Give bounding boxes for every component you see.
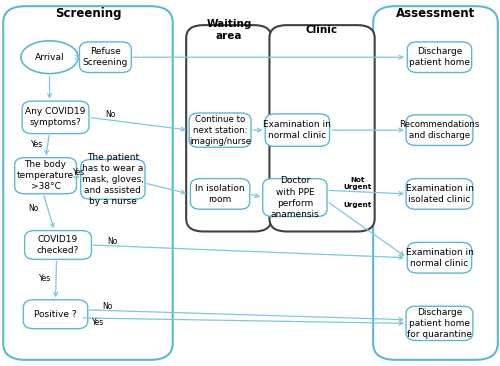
- Text: No: No: [105, 110, 116, 119]
- FancyBboxPatch shape: [80, 42, 132, 72]
- FancyBboxPatch shape: [24, 300, 88, 329]
- Text: Any COVID19
symptoms?: Any COVID19 symptoms?: [26, 107, 86, 127]
- Text: Discharge
patient home: Discharge patient home: [409, 47, 470, 67]
- FancyBboxPatch shape: [80, 160, 145, 199]
- Text: Positive ?: Positive ?: [34, 310, 77, 319]
- FancyBboxPatch shape: [24, 231, 92, 259]
- Text: COVID19
checked?: COVID19 checked?: [37, 235, 79, 255]
- Ellipse shape: [21, 41, 78, 74]
- Text: Clinic: Clinic: [306, 25, 338, 35]
- Text: No: No: [108, 237, 118, 246]
- Text: In isolation
room: In isolation room: [196, 184, 245, 204]
- Text: Recommendations
and discharge: Recommendations and discharge: [400, 120, 479, 140]
- Text: Continue to
next station:
imaging/nurse: Continue to next station: imaging/nurse: [189, 115, 251, 146]
- Text: No: No: [28, 204, 38, 213]
- Text: Screening: Screening: [54, 7, 121, 20]
- FancyBboxPatch shape: [22, 101, 89, 134]
- Text: Refuse
Screening: Refuse Screening: [82, 47, 128, 67]
- FancyBboxPatch shape: [406, 179, 473, 209]
- FancyBboxPatch shape: [406, 306, 473, 340]
- FancyBboxPatch shape: [14, 158, 76, 194]
- Text: Yes: Yes: [92, 318, 104, 327]
- Text: Examination in
isolated clinic: Examination in isolated clinic: [406, 184, 473, 204]
- Text: Examination in
normal clinic: Examination in normal clinic: [264, 120, 332, 140]
- FancyBboxPatch shape: [406, 115, 473, 145]
- Text: Doctor
with PPE
perform
anamensis: Doctor with PPE perform anamensis: [270, 176, 320, 219]
- FancyBboxPatch shape: [3, 6, 172, 360]
- Text: Yes: Yes: [30, 140, 42, 149]
- Text: The patient
has to wear a
mask, gloves,
and assisted
by a nurse: The patient has to wear a mask, gloves, …: [82, 153, 144, 206]
- Text: Waiting
area: Waiting area: [206, 19, 252, 41]
- FancyBboxPatch shape: [408, 42, 472, 72]
- FancyBboxPatch shape: [265, 114, 330, 146]
- Text: Discharge
patient home
for quarantine: Discharge patient home for quarantine: [407, 308, 472, 339]
- FancyBboxPatch shape: [186, 25, 272, 231]
- FancyBboxPatch shape: [262, 179, 327, 217]
- FancyBboxPatch shape: [373, 6, 498, 360]
- Text: Yes: Yes: [40, 274, 52, 283]
- FancyBboxPatch shape: [408, 242, 472, 273]
- Text: Not
Urgent: Not Urgent: [344, 177, 372, 190]
- FancyBboxPatch shape: [190, 179, 250, 209]
- Text: Yes: Yes: [73, 168, 85, 176]
- Text: Assessment: Assessment: [396, 7, 475, 20]
- Text: Examination in
normal clinic: Examination in normal clinic: [406, 248, 473, 268]
- FancyBboxPatch shape: [270, 25, 374, 231]
- Text: Urgent: Urgent: [344, 202, 372, 208]
- FancyBboxPatch shape: [189, 113, 251, 147]
- Text: Arrival: Arrival: [34, 53, 64, 62]
- Text: No: No: [102, 302, 113, 311]
- Text: The body
temperature
>38°C: The body temperature >38°C: [17, 160, 74, 191]
